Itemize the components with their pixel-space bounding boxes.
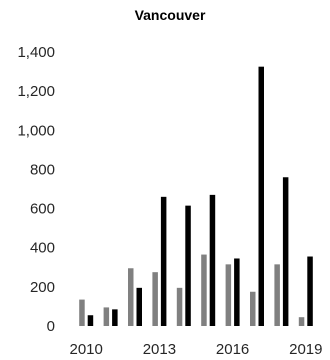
y-tick-label: 0 xyxy=(47,318,55,335)
bar xyxy=(282,177,289,326)
x-tick-label: 2019 xyxy=(289,341,322,358)
y-tick-label: 1,200 xyxy=(17,83,55,100)
bar xyxy=(234,258,240,326)
bar xyxy=(103,307,110,326)
y-tick-label: 1,000 xyxy=(17,122,55,139)
bar xyxy=(201,254,207,326)
y-tick-label: 200 xyxy=(30,279,55,296)
x-tick-label: 2016 xyxy=(216,341,249,358)
chart-title: Vancouver xyxy=(135,7,206,23)
bar xyxy=(112,309,118,326)
bar-series-group xyxy=(79,66,313,327)
bar xyxy=(274,264,280,326)
y-tick-label: 600 xyxy=(30,201,55,218)
bar xyxy=(160,196,167,326)
bar xyxy=(307,256,313,326)
bar-series-1 xyxy=(79,254,305,326)
y-tick-label: 1,400 xyxy=(17,44,55,61)
x-tick-label: 2010 xyxy=(70,341,103,358)
bar xyxy=(128,268,134,326)
x-tick-label: 2013 xyxy=(143,341,176,358)
bar xyxy=(209,194,216,326)
y-tick-label: 800 xyxy=(30,161,55,178)
bar xyxy=(185,205,191,326)
bar-series-2 xyxy=(87,66,313,327)
bar xyxy=(176,287,183,326)
bar xyxy=(298,317,305,326)
y-axis-tick-labels: 0 200 400 600 800 1,000 1,200 1,400 xyxy=(17,44,55,335)
bar xyxy=(87,315,94,326)
bar xyxy=(79,299,85,326)
bar xyxy=(136,287,142,326)
x-axis-tick-labels: 2010 2013 2016 2019 xyxy=(70,341,323,358)
bar xyxy=(250,291,256,326)
bar xyxy=(258,66,264,327)
y-tick-label: 400 xyxy=(30,240,55,257)
bar xyxy=(152,272,158,326)
bar xyxy=(225,264,232,326)
